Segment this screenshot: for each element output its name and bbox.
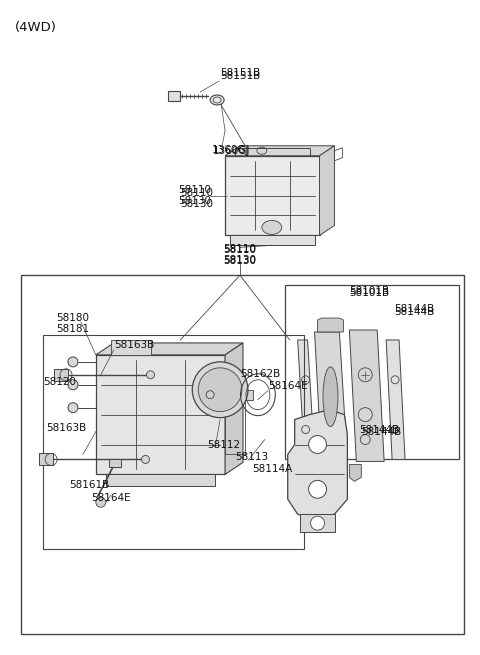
Polygon shape [111,340,151,355]
Text: 58164E: 58164E [91,493,131,503]
Circle shape [68,403,78,413]
Bar [54,369,68,381]
Polygon shape [318,318,343,332]
Bar [300,514,336,532]
Polygon shape [288,409,348,519]
Circle shape [192,362,248,418]
Bar [241,390,253,400]
Text: 58151B: 58151B [220,71,260,81]
Polygon shape [225,146,335,156]
Polygon shape [386,340,405,459]
Circle shape [68,357,78,367]
Polygon shape [349,330,384,461]
Text: 58130: 58130 [224,255,256,265]
Text: 58130: 58130 [180,198,213,208]
Polygon shape [320,461,346,476]
Circle shape [309,436,326,453]
Text: 58120: 58120 [43,377,76,386]
Ellipse shape [323,367,338,426]
Circle shape [68,380,78,390]
Ellipse shape [210,95,224,105]
Bar [168,91,180,101]
Circle shape [311,516,324,530]
Bar [21,275,464,633]
Polygon shape [96,343,243,355]
Circle shape [206,391,214,399]
Circle shape [198,368,242,411]
Text: 58110: 58110 [180,187,213,198]
Circle shape [146,371,155,379]
Text: 58110: 58110 [179,185,211,195]
Text: 58162B: 58162B [240,369,280,379]
Text: 58164E: 58164E [268,381,308,391]
Text: 58180: 58180 [56,313,89,323]
Bar [225,156,320,235]
Circle shape [309,480,326,498]
Text: 58101B: 58101B [349,288,389,298]
Text: 58130: 58130 [179,196,211,206]
Bar [39,453,53,466]
Circle shape [142,455,150,464]
Bar [230,235,314,246]
Polygon shape [225,343,243,474]
Text: 58112: 58112 [207,440,240,449]
Text: 58114A: 58114A [252,464,292,474]
Text: 58110: 58110 [224,244,256,254]
Polygon shape [314,332,348,461]
Text: 58151B: 58151B [220,68,260,78]
Text: 58163B: 58163B [114,340,154,350]
Bar [43,335,304,549]
Ellipse shape [262,221,282,234]
Text: 58144B: 58144B [361,426,402,436]
Text: 58161B: 58161B [69,480,109,491]
Bar [96,355,225,474]
Text: 1360GJ: 1360GJ [213,146,251,156]
Text: 58163B: 58163B [46,422,86,432]
Text: 1360GJ: 1360GJ [212,145,250,155]
Text: 58181: 58181 [56,324,89,334]
Text: 58130: 58130 [224,256,256,267]
Polygon shape [349,464,361,481]
Text: 58144B: 58144B [394,304,434,314]
Polygon shape [305,464,314,481]
Bar [109,459,120,468]
Text: 58113: 58113 [235,453,268,462]
Bar [285,285,459,459]
Text: 58144B: 58144B [360,424,399,434]
Polygon shape [320,146,335,235]
Polygon shape [298,340,314,459]
Text: (4WD): (4WD) [15,22,57,34]
Text: 58101B: 58101B [349,286,389,296]
Text: 58110: 58110 [224,246,256,255]
Text: 58144B: 58144B [394,307,434,317]
Circle shape [96,497,106,507]
Bar [106,474,215,486]
